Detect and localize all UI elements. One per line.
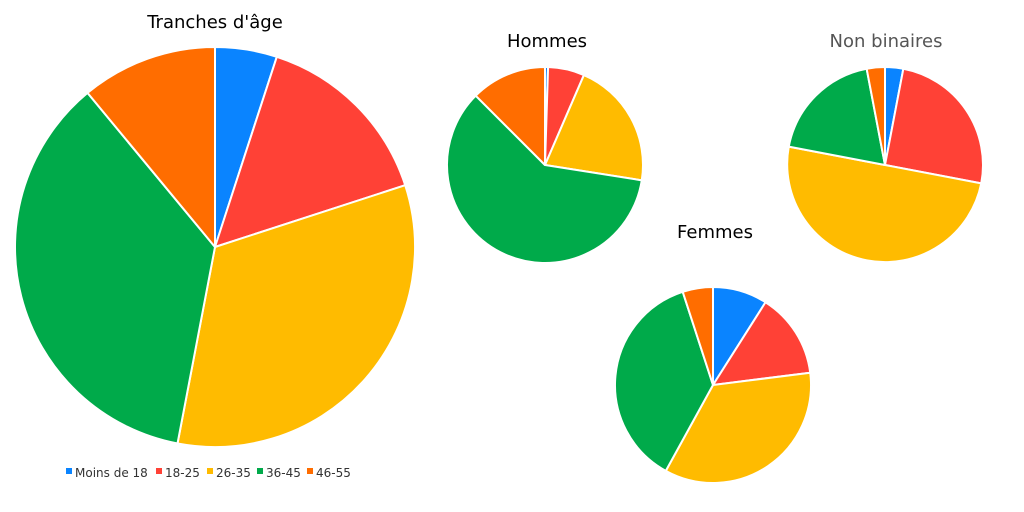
legend-label: 46-55 xyxy=(316,466,351,480)
pie-slice-18-25[interactable] xyxy=(214,55,407,248)
pie-slice-36-45[interactable] xyxy=(787,67,886,166)
pie-slice-46-55[interactable] xyxy=(681,286,714,386)
legend-swatch xyxy=(207,468,213,474)
legend: Moins de 18 18-25 26-35 36-45 46-55 xyxy=(66,466,351,480)
chart-title-women: Femmes xyxy=(677,222,753,243)
legend-swatch xyxy=(257,468,263,474)
chart-title-age: Tranches d'âge xyxy=(146,12,283,33)
legend-item-36-45[interactable]: 36-45 xyxy=(257,466,301,480)
pie-slice-46-55[interactable] xyxy=(865,66,886,166)
legend-label: 36-45 xyxy=(266,466,301,480)
legend-item-46-55[interactable]: 46-55 xyxy=(307,466,351,480)
legend-item-18-25[interactable]: 18-25 xyxy=(156,466,200,480)
pie-slice-26-35[interactable] xyxy=(176,184,416,448)
pie-chart-men xyxy=(446,66,644,264)
pie-slice-26-35[interactable] xyxy=(544,74,644,182)
pie-chart-age xyxy=(14,46,416,448)
legend-swatch xyxy=(156,468,162,474)
pie-slice-46-55[interactable] xyxy=(474,66,546,166)
legend-label: 26-35 xyxy=(216,466,251,480)
legend-item-moins-de-18[interactable]: Moins de 18 xyxy=(66,466,148,480)
pie-chart-nonbinary xyxy=(786,66,984,264)
pie-slice-26-35[interactable] xyxy=(786,145,983,264)
legend-swatch xyxy=(307,468,313,474)
legend-label: Moins de 18 xyxy=(75,466,148,480)
chart-title-men: Hommes xyxy=(507,31,587,52)
legend-swatch xyxy=(66,468,72,474)
pie-slice-18-25[interactable] xyxy=(884,67,984,185)
pie-slice-36-45[interactable] xyxy=(446,94,643,264)
pie-slice-46-55[interactable] xyxy=(86,46,216,248)
chart-title-nonbinary: Non binaires xyxy=(830,31,943,52)
pie-slice-26-35[interactable] xyxy=(664,371,812,484)
pie-slice-36-45[interactable] xyxy=(614,290,714,472)
legend-item-26-35[interactable]: 26-35 xyxy=(207,466,251,480)
pie-chart-women xyxy=(614,286,812,484)
pie-slice-18-25[interactable] xyxy=(712,301,812,386)
legend-label: 18-25 xyxy=(165,466,200,480)
pie-slice-36-45[interactable] xyxy=(14,91,216,445)
